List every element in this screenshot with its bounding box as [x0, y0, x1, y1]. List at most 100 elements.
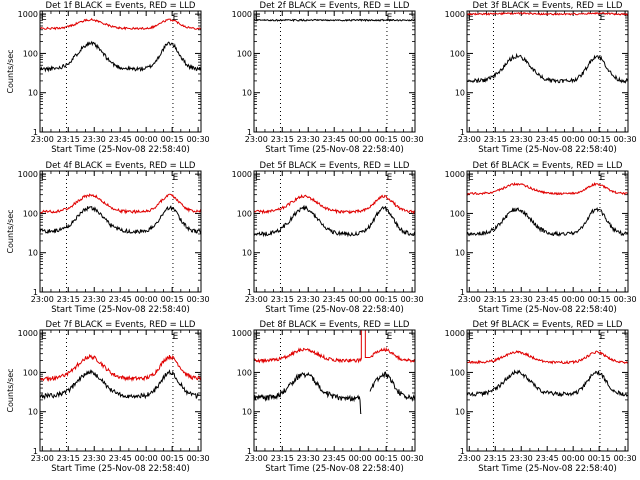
x-axis-label: Start Time (25-Nov-08 22:58:40) [478, 464, 617, 474]
event-marker: E [41, 332, 47, 342]
x-tick-label: 23:15 [484, 295, 507, 304]
x-tick-label: 23:30 [83, 454, 106, 463]
chart-title: Det 3f BLACK = Events, RED = LLD [473, 1, 623, 11]
event-marker: E [600, 173, 606, 183]
event-marker: E [600, 332, 606, 342]
y-tick-label: 10 [455, 249, 465, 258]
x-tick-label: 00:30 [614, 135, 637, 144]
x-tick-label: 00:00 [135, 135, 158, 144]
y-tick-label: 100 [23, 49, 38, 58]
y-tick-label: 100 [237, 209, 252, 218]
x-tick-label: 23:30 [83, 135, 106, 144]
x-tick-label: 23:00 [31, 135, 54, 144]
x-tick-label: 23:15 [271, 454, 294, 463]
series-line-events [39, 369, 202, 400]
series-line-events [466, 52, 629, 84]
y-tick-label: 1000 [232, 329, 252, 338]
y-tick-label: 100 [237, 368, 252, 377]
y-tick-label: 10 [28, 249, 38, 258]
x-tick-label: 23:30 [83, 295, 106, 304]
y-axis-label: Counts/sec [6, 209, 15, 253]
series-line-lld [39, 193, 202, 215]
y-tick-label: 10 [28, 408, 38, 417]
plot-frame [466, 170, 629, 293]
x-axis-label: Start Time (25-Nov-08 22:58:40) [265, 464, 404, 474]
chart-panel-7: Det 7f BLACK = Events, RED = LLD Counts/s… [6, 320, 210, 474]
x-tick-label: 00:30 [401, 454, 424, 463]
y-tick-label: 1 [247, 288, 252, 297]
y-tick-label: 1 [33, 128, 38, 137]
y-tick-label: 1 [33, 288, 38, 297]
x-tick-label: 23:30 [510, 135, 533, 144]
event-marker: E [173, 13, 179, 23]
y-tick-label: 100 [450, 368, 465, 377]
x-tick-label: 23:45 [323, 454, 346, 463]
x-tick-label: 00:30 [187, 454, 210, 463]
y-tick-label: 100 [23, 368, 38, 377]
y-tick-label: 10 [242, 249, 252, 258]
y-tick-label: 1000 [445, 10, 465, 19]
x-axis-label: Start Time (25-Nov-08 22:58:40) [265, 145, 404, 155]
x-tick-label: 23:00 [245, 454, 268, 463]
series-line-lld [39, 353, 202, 383]
y-tick-label: 1000 [445, 329, 465, 338]
y-tick-label: 100 [237, 49, 252, 58]
x-tick-label: 23:45 [109, 135, 132, 144]
y-tick-label: 10 [242, 408, 252, 417]
chart-panel-9: Det 9f BLACK = Events, RED = LLD Start Ti… [445, 320, 637, 474]
plot-frame [253, 329, 416, 452]
x-tick-label: 00:00 [349, 454, 372, 463]
event-marker: E [600, 13, 606, 23]
series-line-lld [466, 11, 629, 16]
series-line-events [39, 205, 202, 235]
series-line-lld [253, 194, 416, 215]
chart-title: Det 9f BLACK = Events, RED = LLD [473, 320, 623, 330]
chart-panel-1: Det 1f BLACK = Events, RED = LLD Counts/s… [6, 1, 210, 155]
x-tick-label: 23:45 [536, 454, 559, 463]
x-tick-label: 23:00 [458, 295, 481, 304]
chart-title: Det 5f BLACK = Events, RED = LLD [260, 161, 410, 171]
x-tick-label: 00:30 [614, 454, 637, 463]
chart-panel-4: Det 4f BLACK = Events, RED = LLD Counts/s… [6, 161, 210, 315]
y-tick-label: 1 [460, 128, 465, 137]
y-tick-label: 1000 [18, 170, 38, 179]
y-tick-label: 10 [455, 408, 465, 417]
event-marker: E [387, 332, 393, 342]
series-line-lld [39, 17, 202, 31]
x-tick-label: 23:45 [109, 295, 132, 304]
x-tick-label: 23:15 [484, 135, 507, 144]
x-tick-label: 00:30 [401, 135, 424, 144]
x-tick-label: 00:15 [588, 135, 611, 144]
series-line-events [466, 369, 629, 398]
chart-panel-5: Det 5f BLACK = Events, RED = LLD Start Ti… [232, 161, 424, 315]
x-tick-label: 00:15 [161, 135, 184, 144]
y-tick-label: 1000 [232, 10, 252, 19]
plot-frame [253, 10, 416, 133]
x-tick-label: 00:15 [161, 454, 184, 463]
event-marker: E [468, 13, 474, 23]
x-tick-label: 23:15 [57, 454, 80, 463]
x-tick-label: 23:15 [484, 454, 507, 463]
y-axis-label: Counts/sec [6, 368, 15, 412]
event-marker: E [468, 173, 474, 183]
plot-frame [39, 329, 202, 452]
x-tick-label: 23:45 [536, 135, 559, 144]
y-tick-label: 1 [460, 288, 465, 297]
chart-title: Det 8f BLACK = Events, RED = LLD [260, 320, 410, 330]
chart-panel-6: Det 6f BLACK = Events, RED = LLD Start Ti… [445, 161, 637, 315]
chart-panel-8: Det 8f BLACK = Events, RED = LLD Start Ti… [232, 320, 424, 474]
x-tick-label: 00:15 [375, 295, 398, 304]
x-tick-label: 23:15 [271, 295, 294, 304]
x-tick-label: 23:00 [31, 295, 54, 304]
chart-title: Det 4f BLACK = Events, RED = LLD [46, 161, 196, 171]
chart-panel-2: Det 2f BLACK = Events, RED = LLD Start Ti… [232, 1, 424, 155]
series-line-lld [466, 350, 629, 365]
plot-frame [253, 170, 416, 293]
y-tick-label: 100 [23, 209, 38, 218]
y-tick-label: 1 [460, 447, 465, 456]
x-axis-label: Start Time (25-Nov-08 22:58:40) [478, 305, 617, 315]
x-tick-label: 23:45 [323, 295, 346, 304]
x-tick-label: 23:45 [536, 295, 559, 304]
y-tick-label: 1 [33, 447, 38, 456]
